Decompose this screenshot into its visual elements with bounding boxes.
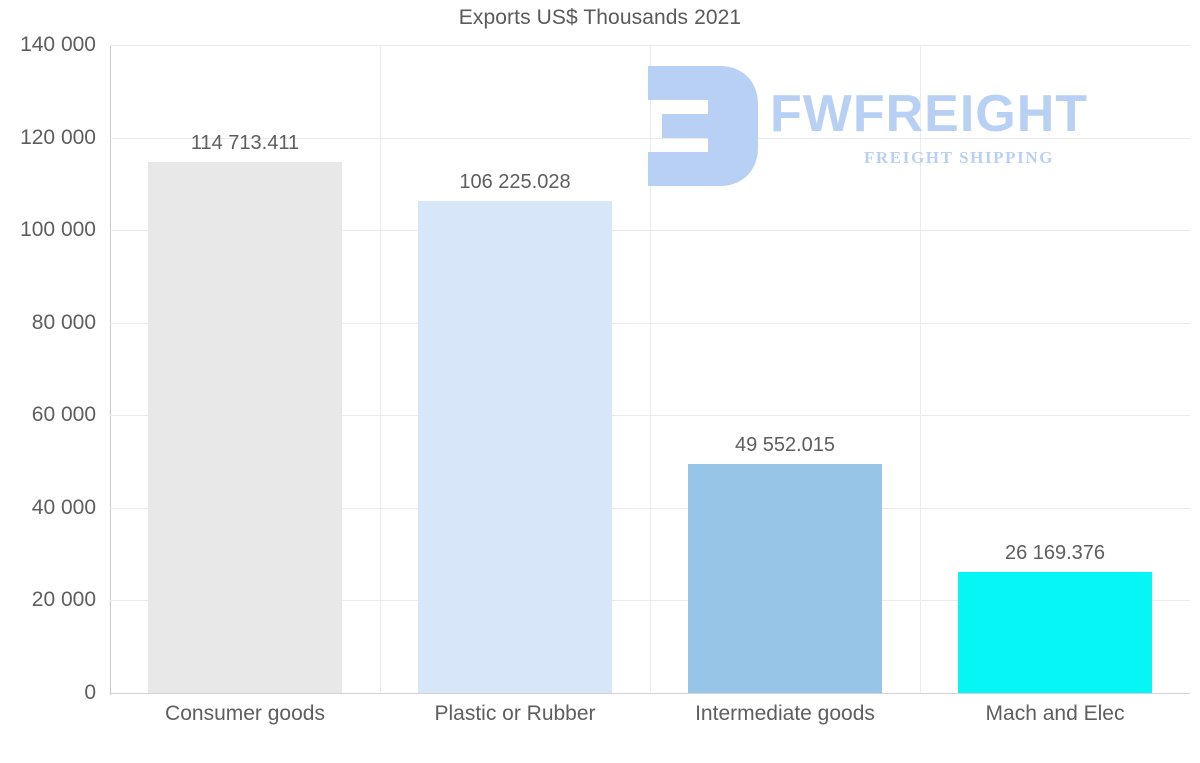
bar-1[interactable] — [147, 162, 343, 693]
bar-value-label: 49 552.015 — [734, 433, 836, 456]
bar-4[interactable] — [957, 571, 1153, 693]
y-axis-tick-label: 80 000 — [31, 310, 96, 334]
y-axis-line — [110, 45, 111, 695]
bar-value-label: 114 713.411 — [190, 132, 300, 155]
x-axis-tick-label: Consumer goods — [165, 702, 325, 725]
x-axis-tick-label: Mach and Elec — [985, 702, 1125, 725]
x-axis-tick-label: Plastic or Rubber — [434, 702, 596, 725]
y-axis-tick-label: 60 000 — [31, 403, 96, 427]
category-separator — [380, 45, 381, 693]
bar-2[interactable] — [417, 201, 613, 693]
y-axis-tick-label: 40 000 — [31, 495, 96, 519]
chart-title: Exports US$ Thousands 2021 — [458, 6, 742, 29]
y-axis-tick-label: 120 000 — [20, 125, 96, 149]
category-separator — [920, 45, 921, 693]
y-axis-tick-label: 140 000 — [20, 33, 96, 56]
y-axis-tick-label: 0 — [84, 681, 96, 704]
x-axis-tick-label: Intermediate goods — [695, 702, 875, 725]
y-axis-tick-label: 100 000 — [20, 218, 96, 242]
category-separator — [650, 45, 651, 693]
bar-value-label: 106 225.028 — [459, 171, 571, 194]
plot-area — [110, 45, 1190, 694]
gridline — [110, 693, 1190, 694]
bar-3[interactable] — [687, 463, 883, 693]
bar-value-label: 26 169.376 — [1004, 541, 1106, 564]
y-axis-tick-label: 20 000 — [31, 588, 96, 612]
